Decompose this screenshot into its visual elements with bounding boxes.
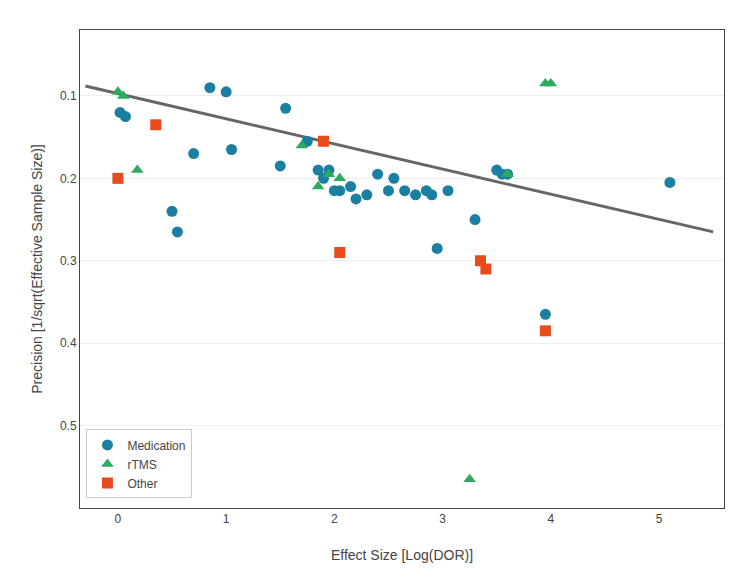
svg-text:rTMS: rTMS xyxy=(127,458,156,472)
svg-text:Other: Other xyxy=(127,477,157,491)
svg-text:3: 3 xyxy=(439,512,446,526)
svg-text:0: 0 xyxy=(115,512,122,526)
svg-text:0.4: 0.4 xyxy=(60,336,77,350)
svg-text:Precision [1/sqrt(Effective Sa: Precision [1/sqrt(Effective Sample Size)… xyxy=(29,144,45,394)
svg-text:1: 1 xyxy=(223,512,230,526)
svg-text:0.2: 0.2 xyxy=(60,172,77,186)
svg-text:5: 5 xyxy=(656,512,663,526)
svg-text:0.3: 0.3 xyxy=(60,254,77,268)
svg-text:Medication: Medication xyxy=(127,439,185,453)
svg-text:0.5: 0.5 xyxy=(60,419,77,433)
svg-text:4: 4 xyxy=(547,512,554,526)
svg-text:2: 2 xyxy=(331,512,338,526)
svg-text:Effect Size [Log(DOR)]: Effect Size [Log(DOR)] xyxy=(331,547,473,563)
svg-text:0.1: 0.1 xyxy=(60,89,77,103)
